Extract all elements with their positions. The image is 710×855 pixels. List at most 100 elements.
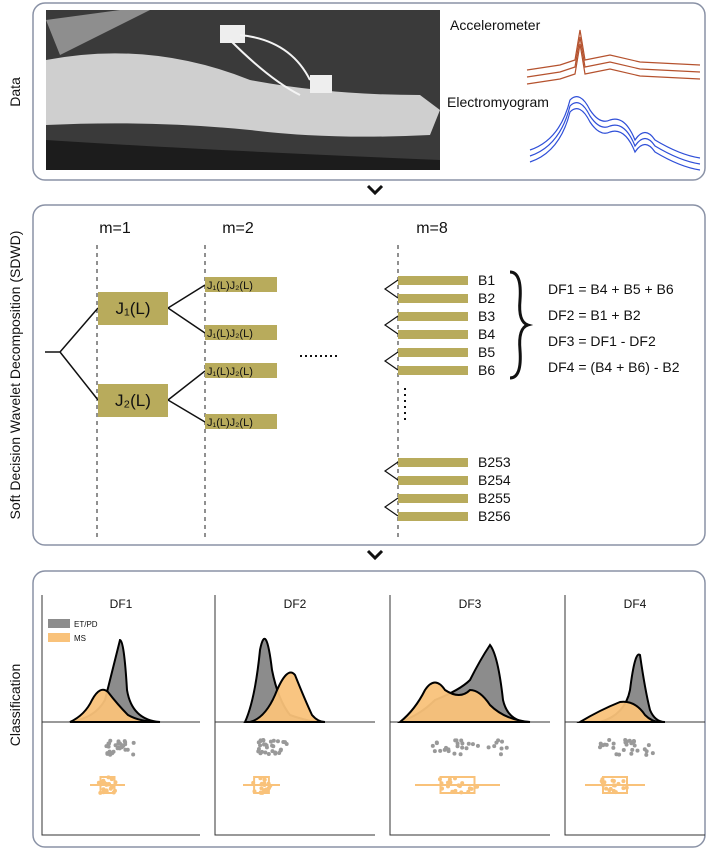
dot-etpd: [277, 751, 282, 756]
dot-ms: [262, 777, 267, 782]
dot-etpd: [624, 742, 629, 747]
density-ms: [249, 671, 326, 723]
side-label: Data: [7, 77, 23, 107]
axis: [564, 595, 705, 836]
dot-ms: [108, 786, 113, 791]
band-bar: [398, 458, 468, 467]
dot-etpd: [644, 752, 649, 757]
dot-ms: [450, 789, 455, 794]
density-ms: [69, 688, 161, 723]
dot-etpd: [256, 747, 261, 752]
data-panel: [32, 2, 706, 181]
dot-ms: [258, 790, 263, 795]
dot-etpd: [632, 743, 637, 748]
band-label: B1: [478, 272, 495, 288]
band-bar: [398, 330, 468, 339]
axis: [389, 595, 550, 836]
band-bar: [398, 348, 468, 357]
dot-etpd: [614, 752, 619, 757]
node-box: [205, 363, 277, 378]
dot-etpd: [623, 738, 628, 743]
dot-etpd: [104, 744, 109, 749]
dot-etpd: [500, 739, 505, 744]
dot-etpd: [650, 751, 655, 756]
dot-etpd: [281, 740, 286, 745]
dot-etpd: [611, 741, 616, 746]
dot-ms: [259, 782, 264, 787]
node-label: J₂(L): [115, 391, 151, 410]
plot-title: DF4: [624, 597, 647, 611]
legend-swatch: [48, 633, 70, 642]
dot-etpd: [446, 747, 451, 752]
dot-ms: [621, 779, 626, 784]
dot-etpd: [438, 748, 443, 753]
dot-etpd: [275, 739, 280, 744]
dot-etpd: [258, 743, 263, 748]
dot-etpd: [442, 747, 447, 752]
formula: DF1 = B4 + B5 + B6: [548, 281, 674, 297]
dot-ms: [611, 783, 616, 788]
dot-etpd: [273, 751, 278, 756]
dot-ms: [258, 776, 263, 781]
dot-ms: [251, 780, 256, 785]
band-label: B4: [478, 326, 495, 342]
dot-etpd: [434, 741, 439, 746]
node-box: [205, 414, 277, 429]
branch: [383, 315, 399, 335]
dot-ms: [252, 789, 257, 794]
branch: [383, 279, 399, 299]
formula: DF3 = DF1 - DF2: [548, 333, 656, 349]
level-label: m=8: [416, 220, 448, 237]
classification-panel: [32, 570, 706, 848]
dot-etpd: [263, 750, 268, 755]
legend-swatch: [48, 619, 70, 628]
dot-ms: [101, 787, 106, 792]
band-label: B255: [478, 490, 511, 506]
formula: DF4 = (B4 + B6) - B2: [548, 359, 680, 375]
band-bar: [398, 294, 468, 303]
dot-etpd: [270, 749, 275, 754]
signal-label: Electromyogram: [447, 94, 549, 110]
dot-etpd: [646, 743, 651, 748]
band-label: B254: [478, 472, 511, 488]
tree-edges: [45, 270, 534, 423]
band-bar: [398, 366, 468, 375]
side-label: Soft Decision Wavelet Decomposition (SDW…: [7, 231, 23, 520]
band-label: B2: [478, 290, 495, 306]
dot-etpd: [629, 751, 634, 756]
dot-ms: [624, 785, 629, 790]
dot-ms: [448, 780, 453, 785]
node-label: J₁(L): [115, 299, 150, 318]
dot-etpd: [496, 738, 501, 743]
axis: [214, 595, 375, 836]
dot-etpd: [486, 745, 491, 750]
dot-etpd: [452, 751, 457, 756]
dot-etpd: [630, 740, 635, 745]
dot-etpd: [107, 741, 112, 746]
dot-ms: [112, 788, 117, 793]
axis: [41, 595, 200, 836]
dot-etpd: [644, 749, 649, 754]
density-ms: [576, 700, 661, 723]
accelerometer-trace: [526, 29, 701, 85]
dot-etpd: [278, 747, 283, 752]
dot-etpd: [105, 751, 110, 756]
dot-ms: [104, 788, 109, 793]
node-label: J₁(L)J₂(L): [207, 328, 253, 340]
plot-title: DF1: [110, 597, 133, 611]
formula: DF2 = B1 + B2: [548, 307, 641, 323]
dot-ms: [466, 789, 471, 794]
level-label: m=2: [222, 220, 254, 237]
plot-title: DF3: [459, 597, 482, 611]
band-label: B253: [478, 454, 511, 470]
dot-ms: [456, 783, 461, 788]
dot-etpd: [430, 743, 435, 748]
node-label: J₁(L)J₂(L): [207, 280, 253, 292]
dot-ms: [469, 786, 474, 791]
dot-etpd: [460, 745, 465, 750]
band-label: B5: [478, 344, 495, 360]
band-label: B6: [478, 362, 495, 378]
level-label: m=1: [99, 220, 131, 237]
density-ms: [397, 681, 531, 723]
node-box: [205, 277, 277, 292]
